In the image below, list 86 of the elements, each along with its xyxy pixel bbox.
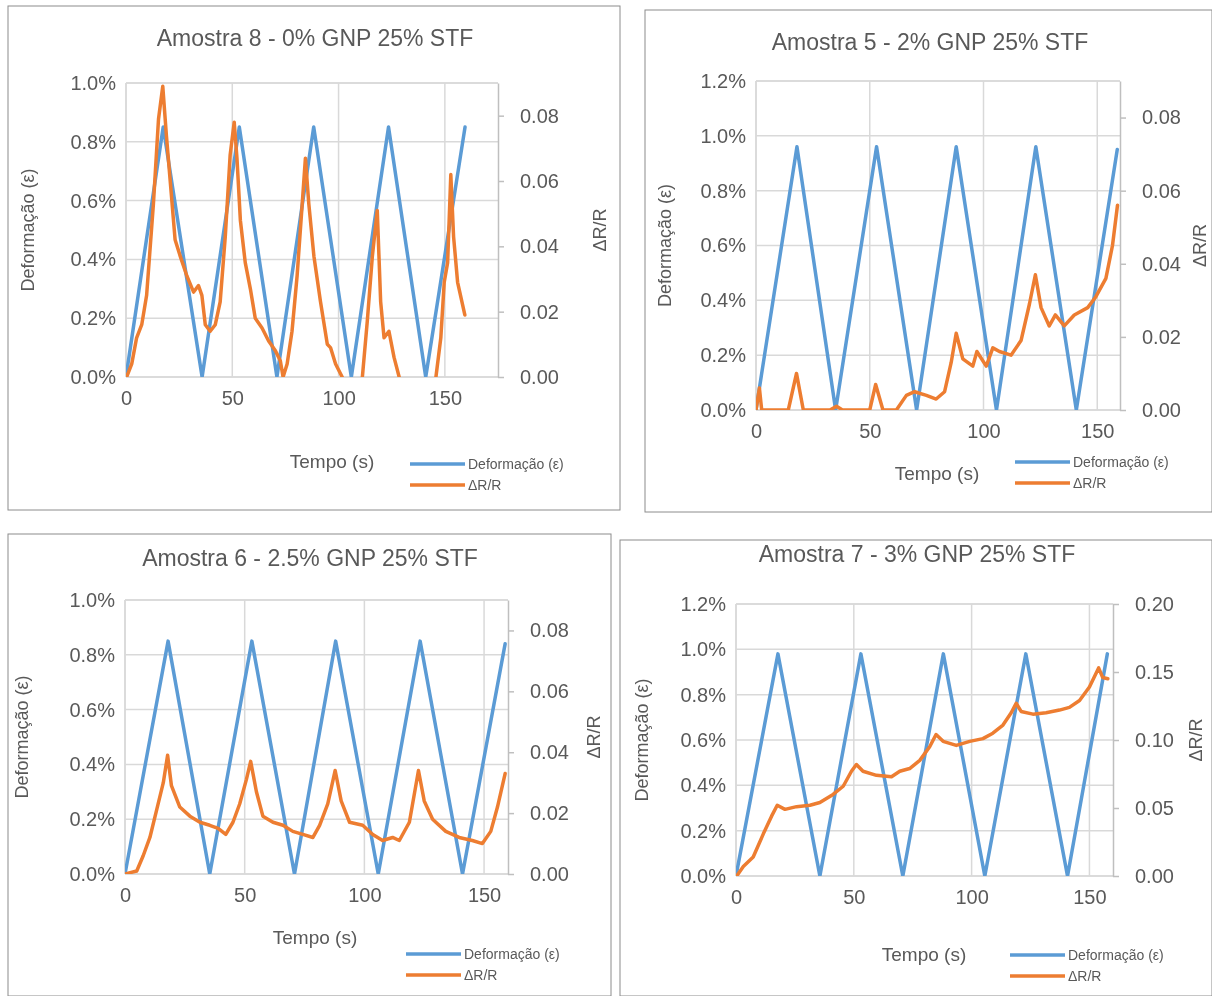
y-axis-title: Deformação (ε) <box>655 183 675 308</box>
y2-tick-label: 0.00 <box>520 365 559 388</box>
legend-label: ΔR/R <box>1068 968 1102 984</box>
legend-label: ΔR/R <box>468 477 502 493</box>
x-axis-title: Tempo (s) <box>894 463 980 484</box>
y2-tick-label: 0.02 <box>520 300 559 323</box>
y2-tick-label: 0.04 <box>1142 252 1181 275</box>
x-tick-label: 0 <box>120 387 133 410</box>
y2-tick-label: 0.00 <box>1142 398 1181 421</box>
x-tick-label: 0 <box>750 420 763 443</box>
legend-label: ΔR/R <box>1073 475 1107 491</box>
y-tick-label: 1.2% <box>680 592 727 615</box>
y2-tick-label: 0.10 <box>1135 728 1174 751</box>
x-tick-label: 150 <box>428 387 463 410</box>
y-tick-label: 0.8% <box>700 179 747 202</box>
y2-tick-label: 0.04 <box>530 741 569 764</box>
y-tick-label: 0.8% <box>69 643 116 666</box>
y-tick-label: 0.6% <box>69 698 116 721</box>
y-tick-label: 0.0% <box>700 398 747 421</box>
y2-tick-label: 0.06 <box>520 169 559 192</box>
x-tick-label: 150 <box>467 884 502 907</box>
y2-tick-label: 0.08 <box>520 104 559 127</box>
y-tick-label: 0.4% <box>69 753 116 776</box>
legend-label: Deformação (ε) <box>464 946 560 962</box>
y-tick-label: 0.2% <box>70 307 117 330</box>
y-tick-label: 0.2% <box>680 819 727 842</box>
y2-tick-label: 0.06 <box>530 680 569 703</box>
y2-tick-label: 0.02 <box>530 802 569 825</box>
x-tick-label: 100 <box>348 884 382 907</box>
y-tick-label: 1.0% <box>69 588 116 611</box>
y2-tick-label: 0.00 <box>530 862 569 885</box>
x-axis-title: Tempo (s) <box>881 944 967 965</box>
y-tick-label: 0.2% <box>700 344 747 367</box>
x-tick-label: 150 <box>1073 886 1107 909</box>
y-tick-label: 0.6% <box>680 728 727 751</box>
y2-axis-title: ΔR/R <box>584 715 604 759</box>
y-tick-label: 0.4% <box>680 774 727 797</box>
y2-tick-label: 0.00 <box>1135 864 1174 887</box>
y2-tick-label: 0.04 <box>520 235 559 258</box>
chart-title: Amostra 5 - 2% GNP 25% STF <box>771 29 1089 55</box>
y-tick-label: 0.8% <box>680 683 727 706</box>
y-tick-label: 0.0% <box>680 864 727 887</box>
y-tick-label: 0.4% <box>700 289 747 312</box>
legend-label: Deformação (ε) <box>1073 454 1169 470</box>
y2-axis-title: ΔR/R <box>1186 718 1206 762</box>
x-tick-label: 100 <box>955 886 989 909</box>
legend-label: Deformação (ε) <box>468 456 564 472</box>
x-tick-label: 0 <box>730 886 743 909</box>
chart-title: Amostra 7 - 3% GNP 25% STF <box>758 541 1076 567</box>
y-tick-label: 0.0% <box>70 365 117 388</box>
y2-axis-title: ΔR/R <box>590 208 610 252</box>
y-axis-title: Deformação (ε) <box>18 168 38 292</box>
x-tick-label: 100 <box>967 420 1001 443</box>
y-tick-label: 1.2% <box>700 69 747 92</box>
x-tick-label: 0 <box>119 884 132 907</box>
chart-title: Amostra 6 - 2.5% GNP 25% STF <box>142 545 478 571</box>
y2-tick-label: 0.06 <box>1142 179 1181 202</box>
y-tick-label: 0.8% <box>70 130 117 153</box>
x-tick-label: 50 <box>859 420 882 443</box>
y2-tick-label: 0.15 <box>1135 660 1174 683</box>
x-axis-title: Tempo (s) <box>272 927 358 948</box>
y-axis-title: Deformação (ε) <box>12 675 32 799</box>
y-axis-title: Deformação (ε) <box>632 678 652 802</box>
legend-label: Deformação (ε) <box>1068 947 1164 963</box>
y2-axis-title: ΔR/R <box>1190 223 1210 268</box>
x-tick-label: 50 <box>221 387 244 410</box>
y-tick-label: 1.0% <box>700 124 747 147</box>
x-tick-label: 50 <box>234 884 257 907</box>
y2-tick-label: 0.08 <box>530 619 569 642</box>
chart-title: Amostra 8 - 0% GNP 25% STF <box>156 25 474 51</box>
y-tick-label: 0.6% <box>70 189 117 212</box>
y2-tick-label: 0.20 <box>1135 592 1174 615</box>
y-tick-label: 0.0% <box>69 862 116 885</box>
legend-label: ΔR/R <box>464 967 498 983</box>
x-tick-label: 150 <box>1081 420 1115 443</box>
x-tick-label: 50 <box>843 886 866 909</box>
y2-tick-label: 0.05 <box>1135 796 1174 819</box>
y-tick-label: 0.4% <box>70 248 117 271</box>
y-tick-label: 0.6% <box>700 234 747 257</box>
y-tick-label: 1.0% <box>680 638 727 661</box>
x-tick-label: 100 <box>322 387 356 410</box>
y2-tick-label: 0.08 <box>1142 106 1181 129</box>
y-tick-label: 0.2% <box>69 808 116 831</box>
x-axis-title: Tempo (s) <box>289 451 375 472</box>
y-tick-label: 1.0% <box>70 71 117 94</box>
y2-tick-label: 0.02 <box>1142 325 1181 348</box>
